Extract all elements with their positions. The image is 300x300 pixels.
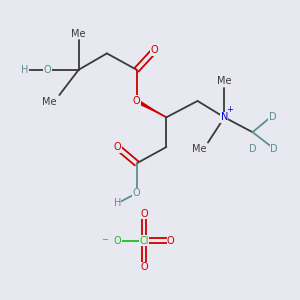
Text: O: O [133,96,140,106]
Text: H: H [22,65,29,75]
Text: Cl: Cl [139,236,149,246]
Text: O: O [151,45,158,56]
Text: H: H [114,199,121,208]
Text: O: O [113,142,121,152]
Text: Me: Me [71,28,86,38]
Text: O: O [133,188,140,198]
Text: O: O [167,236,175,246]
Text: O: O [140,262,148,272]
Text: Me: Me [42,97,56,106]
Text: Me: Me [192,144,206,154]
Text: Me: Me [217,76,232,86]
Polygon shape [136,99,166,117]
Text: O: O [44,65,51,75]
Text: D: D [249,143,256,154]
Text: O: O [113,236,121,246]
Text: O: O [140,209,148,219]
Text: N: N [220,112,228,122]
Text: D: D [269,112,277,122]
Text: D: D [270,143,278,154]
Text: −: − [101,235,108,244]
Text: +: + [226,105,233,114]
